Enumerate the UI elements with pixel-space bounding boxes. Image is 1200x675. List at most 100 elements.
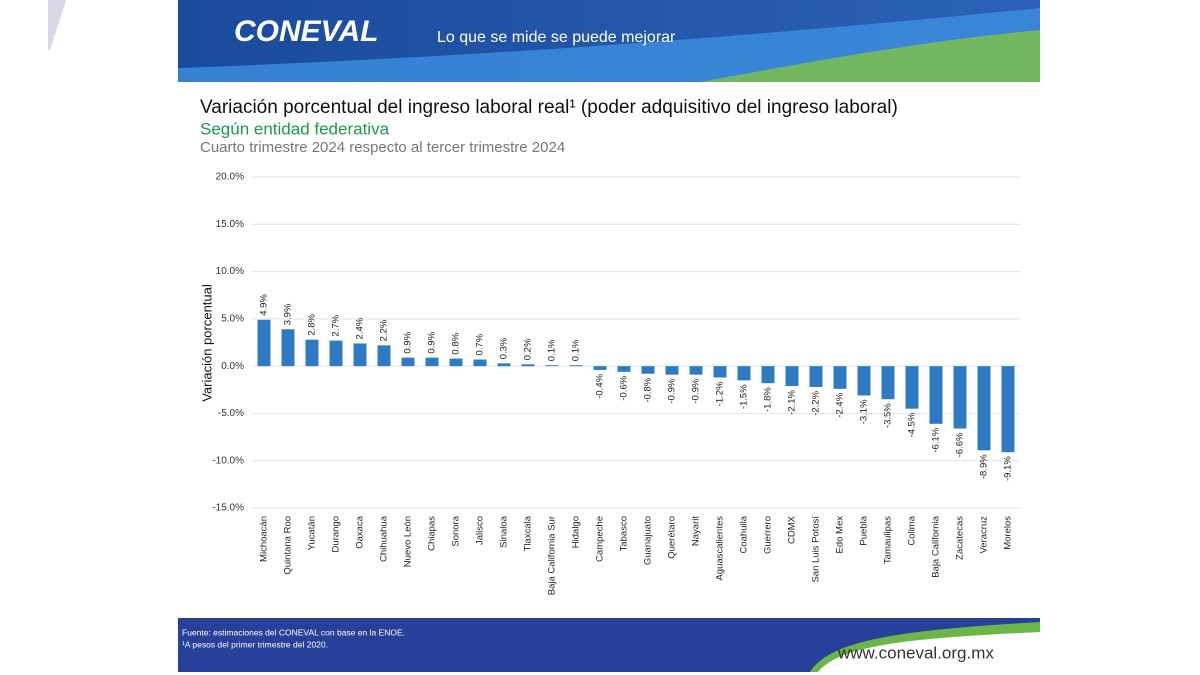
source-note: Fuente: estimaciones del CONEVAL con bas… — [182, 627, 405, 637]
footer-wave — [818, 632, 1040, 672]
x-tick-label: CDMX — [787, 515, 798, 544]
x-tick-label: Durango — [331, 516, 342, 552]
bar — [881, 366, 895, 400]
x-tick-label: Campeche — [595, 516, 606, 562]
x-tick-label: Guanajuato — [643, 516, 654, 565]
y-tick-label: 15.0% — [216, 219, 244, 230]
x-tick-label: Oaxaca — [355, 515, 366, 548]
value-label: 2.7% — [331, 314, 342, 336]
value-label: -0.8% — [643, 377, 654, 402]
value-label: -1.5% — [739, 384, 750, 409]
x-tick-label: San Luis Potosí — [811, 516, 822, 583]
x-tick-label: Coahuila — [739, 515, 750, 553]
value-label: -6.6% — [955, 432, 966, 457]
x-tick-label: Zacatecas — [955, 516, 966, 560]
value-label: -3.1% — [859, 399, 870, 424]
bar — [497, 363, 511, 367]
value-label: 4.9% — [259, 294, 270, 316]
footnote: ¹A pesos del primer trimestre del 2020. — [182, 639, 328, 649]
value-label: 3.9% — [283, 303, 294, 325]
bar — [593, 366, 607, 370]
value-label: -2.4% — [835, 392, 846, 417]
value-label: -1.8% — [763, 387, 774, 412]
value-label: 0.9% — [403, 331, 414, 353]
chart-title: Variación porcentual del ingreso laboral… — [200, 97, 898, 118]
value-label: 2.8% — [307, 313, 318, 335]
bar — [905, 366, 919, 409]
plot: -15.0% -10.0% -5.0% 0.0% 5.0% 10.0% 15.0% 20.0%… — [212, 172, 1020, 595]
bar — [617, 366, 631, 372]
x-tick-label: Sonora — [451, 515, 462, 546]
x-tick-label: Baja California — [931, 515, 942, 577]
x-tick-label: Hidalgo — [571, 516, 582, 548]
bar — [809, 366, 823, 387]
logo: CONEVAL — [234, 15, 378, 48]
value-label: 0.1% — [571, 339, 582, 361]
bar — [377, 345, 391, 367]
value-label: -0.6% — [619, 375, 630, 400]
bar — [689, 366, 703, 375]
bar — [545, 365, 559, 367]
y-tick-label: 10.0% — [216, 266, 244, 277]
x-tick-label: Chihuahua — [379, 515, 390, 562]
bar — [425, 357, 439, 367]
bar — [761, 366, 775, 384]
bar — [305, 339, 319, 367]
x-tick-label: Nayarit — [691, 516, 702, 546]
value-label: -0.9% — [667, 378, 678, 403]
x-tick-label: Morelos — [1003, 516, 1014, 550]
x-tick-label: Edo Mex — [835, 516, 846, 554]
x-tick-label: Michoacán — [259, 516, 270, 562]
y-tick-label: -15.0% — [212, 503, 244, 514]
y-axis-label: Variación porcentual — [199, 284, 214, 402]
x-tick-label: Yucatán — [307, 516, 318, 550]
y-tick-label: -10.0% — [212, 455, 244, 466]
x-tick-label: Guerrero — [763, 516, 774, 554]
bar — [665, 366, 679, 375]
bar — [1001, 366, 1015, 453]
value-label: -0.4% — [595, 373, 606, 398]
x-tick-label: Quintana Roo — [283, 516, 294, 575]
value-label: 0.7% — [475, 333, 486, 355]
value-label: 2.2% — [379, 319, 390, 341]
bar — [353, 343, 367, 367]
bar — [737, 366, 751, 381]
x-tick-label: Tabasco — [619, 516, 630, 551]
bar — [257, 319, 271, 367]
bar — [833, 366, 847, 389]
x-tick-label: Sinaloa — [499, 515, 510, 547]
tagline: Lo que se mide se puede mejorar — [437, 29, 676, 46]
value-label: -0.9% — [691, 378, 702, 403]
x-tick-label: Baja California Sur — [547, 516, 558, 595]
bar — [713, 366, 727, 378]
footer: Fuente: estimaciones del CONEVAL con bas… — [178, 618, 1040, 672]
y-tick-label: 20.0% — [216, 172, 244, 183]
value-label: 2.4% — [355, 317, 366, 339]
bar — [401, 357, 415, 367]
bar — [569, 365, 583, 367]
header: CONEVAL Lo que se mide se puede mejorar — [178, 0, 1040, 82]
value-label: -4.5% — [907, 412, 918, 437]
value-label: -2.2% — [811, 390, 822, 415]
x-tick-label: Veracruz — [979, 516, 990, 554]
bar — [281, 329, 295, 367]
bar — [953, 366, 967, 429]
bar — [329, 340, 343, 367]
value-label: -8.9% — [979, 454, 990, 479]
header-wave-green — [700, 30, 1040, 82]
value-label: 0.3% — [499, 337, 510, 359]
x-tick-label: Querétaro — [667, 516, 678, 559]
x-tick-label: Puebla — [859, 515, 870, 545]
value-label: -3.5% — [883, 403, 894, 428]
y-tick-label: -5.0% — [218, 408, 244, 419]
value-label: -2.1% — [787, 389, 798, 414]
bar — [449, 358, 463, 367]
x-tick-label: Tamaulipas — [883, 516, 894, 564]
bar — [641, 366, 655, 374]
decoration — [48, 0, 66, 50]
chart-subtitle-2: Cuarto trimestre 2024 respecto al tercer… — [200, 139, 565, 156]
x-tick-label: Colima — [907, 515, 918, 545]
y-tick-label: 5.0% — [221, 313, 244, 324]
bar — [857, 366, 871, 396]
